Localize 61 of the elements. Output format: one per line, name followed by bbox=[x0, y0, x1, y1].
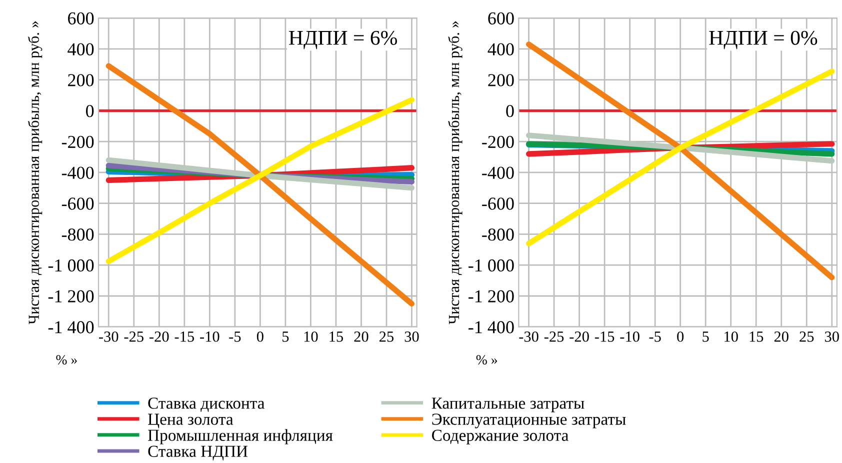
x-tick-label: -15 bbox=[594, 332, 614, 342]
x-tick-label: -20 bbox=[570, 331, 589, 342]
y-tick-label: -400 bbox=[482, 166, 514, 179]
x-tick-label: 20 bbox=[774, 331, 788, 342]
legend-label: Ставка дисконта bbox=[148, 398, 265, 412]
x-tick-label: 20 bbox=[354, 331, 368, 342]
y-tick-label: -1 400 bbox=[48, 321, 94, 334]
y-tick-label: 400 bbox=[68, 43, 94, 56]
legend-label: Капитальные затраты bbox=[432, 398, 584, 412]
y-tick-label: -800 bbox=[62, 228, 94, 241]
y-tick-label: 0 bbox=[86, 104, 94, 118]
x-tick-label: 5 bbox=[282, 332, 289, 342]
x-tick-label: 0 bbox=[677, 331, 684, 342]
legend-label: Содержание золота bbox=[432, 430, 568, 444]
x-tick-label: 10 bbox=[724, 331, 738, 342]
legend-label: Цена золота bbox=[148, 414, 234, 428]
y-tick-label: -200 bbox=[482, 136, 514, 148]
y-tick-label: -1 200 bbox=[468, 290, 514, 302]
y-axis-title: Чистая дисконтированная прибыль, млн руб. » bbox=[448, 21, 462, 324]
x-tick-label: -5 bbox=[229, 332, 241, 342]
y-tick-label: -1 400 bbox=[468, 321, 514, 334]
x-tick-label: 15 bbox=[750, 332, 764, 342]
annotation: НДПИ = 6% bbox=[289, 30, 397, 50]
y-tick-label: 600 bbox=[488, 12, 514, 24]
x-tick-label: -25 bbox=[544, 332, 564, 342]
y-tick-label: 200 bbox=[488, 74, 514, 86]
x-tick-label: -10 bbox=[200, 331, 220, 342]
x-tick-label: -10 bbox=[620, 331, 640, 342]
x-tick-label: 15 bbox=[330, 332, 343, 342]
y-tick-label: 0 bbox=[506, 104, 514, 118]
x-tick-label: -25 bbox=[124, 332, 144, 342]
x-tick-label: 30 bbox=[404, 331, 419, 342]
x-axis-title: % » bbox=[56, 355, 77, 364]
y-tick-label: 200 bbox=[68, 74, 94, 86]
x-tick-label: -30 bbox=[99, 331, 118, 342]
x-axis-title: % » bbox=[476, 355, 498, 364]
x-tick-label: 0 bbox=[256, 331, 264, 342]
x-tick-label: 25 bbox=[800, 332, 814, 342]
y-tick-label: -1 000 bbox=[48, 259, 94, 272]
x-tick-label: 10 bbox=[304, 331, 318, 342]
legend-label: Эксплуатационные затраты bbox=[432, 414, 626, 428]
y-tick-label: -1 000 bbox=[468, 259, 514, 272]
x-tick-label: -5 bbox=[649, 332, 661, 342]
y-tick-label: -600 bbox=[62, 198, 94, 210]
x-tick-label: -20 bbox=[150, 331, 169, 342]
legend-label: Промышленная инфляция bbox=[148, 429, 333, 444]
x-tick-label: 5 bbox=[702, 332, 709, 342]
x-tick-label: 25 bbox=[380, 332, 394, 342]
y-tick-label: -200 bbox=[62, 136, 94, 148]
y-axis-title: Чистая дисконтированная прибыль, млн руб. » bbox=[28, 21, 42, 324]
y-tick-label: -800 bbox=[482, 228, 514, 241]
y-tick-label: -600 bbox=[482, 198, 514, 210]
y-tick-label: 400 bbox=[488, 43, 514, 56]
x-tick-label: 30 bbox=[824, 331, 839, 342]
x-tick-label: -15 bbox=[174, 332, 194, 342]
y-tick-label: -1 200 bbox=[48, 290, 94, 302]
y-tick-label: 600 bbox=[68, 12, 94, 24]
y-tick-label: -400 bbox=[62, 166, 94, 179]
x-tick-label: -30 bbox=[519, 331, 538, 342]
annotation: НДПИ = 0% bbox=[709, 30, 818, 50]
legend-label: Ставка НДПИ bbox=[148, 446, 248, 460]
